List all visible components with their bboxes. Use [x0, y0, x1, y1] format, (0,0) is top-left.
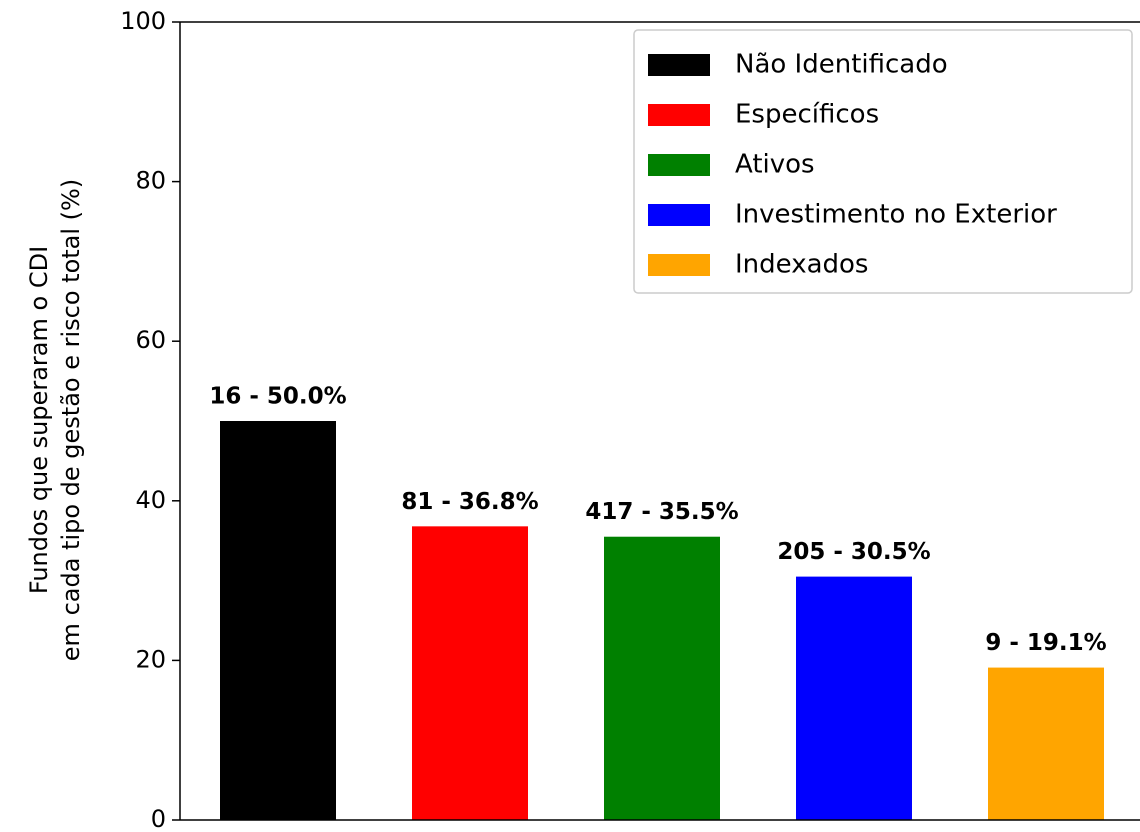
- bar: [988, 667, 1104, 820]
- legend-label: Indexados: [735, 250, 868, 280]
- legend-label: Específicos: [735, 100, 879, 130]
- legend-swatch: [648, 54, 710, 76]
- data-label: 16 - 50.0%: [209, 384, 346, 410]
- legend-label: Investimento no Exterior: [735, 200, 1057, 230]
- legend-swatch: [648, 154, 710, 176]
- legend-swatch: [648, 204, 710, 226]
- data-label: 205 - 30.5%: [777, 539, 930, 565]
- legend-label: Não Identificado: [735, 50, 948, 80]
- legend-swatch: [648, 254, 710, 276]
- bar: [220, 421, 336, 820]
- y-tick-label: 80: [135, 167, 166, 195]
- legend-label: Ativos: [735, 150, 815, 180]
- bar: [412, 526, 528, 820]
- bar: [604, 536, 720, 820]
- legend-box: [633, 29, 1133, 294]
- y-axis-title-line: Fundos que superaram o CDI: [25, 246, 53, 594]
- legend-swatch: [648, 104, 710, 126]
- data-label: 417 - 35.5%: [585, 499, 738, 525]
- data-label: 81 - 36.8%: [401, 489, 538, 515]
- y-tick-label: 40: [135, 486, 166, 514]
- y-axis-title: Fundos que superaram o CDI em cada tipo …: [25, 179, 85, 661]
- data-label: 9 - 19.1%: [985, 630, 1106, 656]
- y-axis-title-line: em cada tipo de gestão e risco total (%): [57, 179, 85, 661]
- y-tick-label: 20: [135, 645, 166, 673]
- y-tick-label: 60: [135, 326, 166, 354]
- bar: [796, 576, 912, 820]
- y-tick-label: 100: [120, 7, 166, 35]
- y-tick-label: 0: [151, 805, 166, 832]
